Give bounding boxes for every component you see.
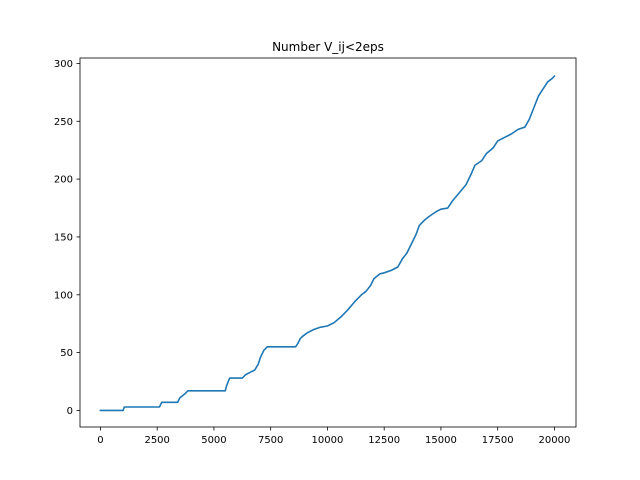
y-tick-label: 300 xyxy=(54,59,73,70)
x-tick-label: 17500 xyxy=(482,435,514,446)
y-tick-label: 200 xyxy=(54,175,73,186)
series-line-0 xyxy=(99,75,556,412)
y-tick-label: 50 xyxy=(60,348,73,359)
x-tick-label: 2500 xyxy=(144,435,169,446)
y-tick-label: 250 xyxy=(54,117,73,128)
x-tick-label: 12500 xyxy=(368,435,400,446)
y-tick-label: 0 xyxy=(67,406,73,417)
x-tick-label: 20000 xyxy=(539,435,571,446)
y-tick-label: 150 xyxy=(54,232,73,243)
axes-frame xyxy=(79,57,577,428)
x-tick-label: 10000 xyxy=(312,435,344,446)
x-tick-label: 15000 xyxy=(425,435,457,446)
chart-title: Number V_ij<2eps xyxy=(272,40,384,54)
x-tick-label: 0 xyxy=(97,435,103,446)
x-tick-label: 5000 xyxy=(201,435,226,446)
x-tick-label: 7500 xyxy=(258,435,283,446)
plot-area xyxy=(80,58,576,427)
y-tick-label: 100 xyxy=(54,290,73,301)
